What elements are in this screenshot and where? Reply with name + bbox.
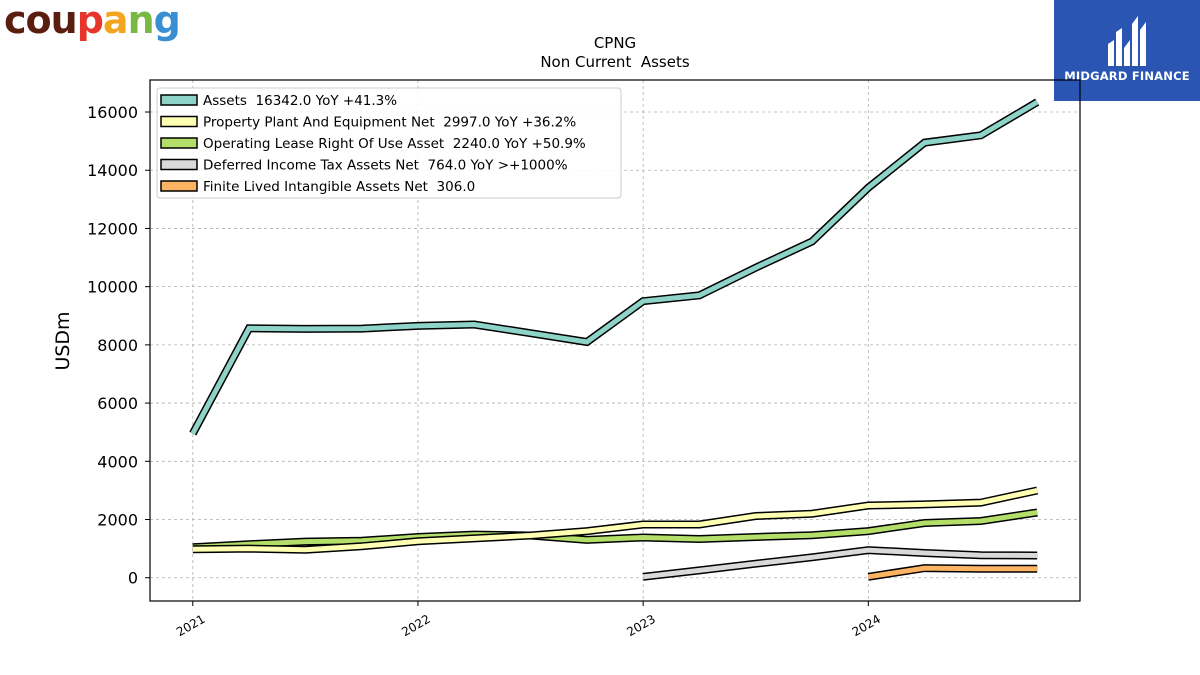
coupang-logo: coupang	[4, 0, 181, 42]
legend-swatch	[160, 137, 198, 149]
x-tick-label: 2022	[399, 612, 432, 639]
legend-swatch	[160, 158, 198, 171]
y-tick-label: 14000	[87, 161, 138, 180]
series-line	[192, 486, 1039, 554]
y-axis-label: USDm	[52, 311, 74, 370]
series-line	[867, 564, 1038, 581]
legend-label: Operating Lease Right Of Use Asset 2240.…	[203, 136, 586, 152]
midgard-finance-badge: MIDGARD FINANCE	[1054, 0, 1200, 101]
y-tick-label: 0	[128, 569, 138, 588]
y-tick-label: 16000	[87, 103, 138, 122]
midgard-logo-icon	[1108, 16, 1146, 66]
x-tick-label: 2023	[624, 612, 657, 639]
series-stroke	[192, 510, 1038, 550]
legend-swatch	[160, 115, 198, 128]
legend-box	[156, 87, 622, 199]
logo-letter: u	[50, 0, 78, 42]
logo-letter: a	[102, 0, 129, 42]
legend-label: Property Plant And Equipment Net 2997.0 …	[203, 115, 576, 131]
legend-label: Finite Lived Intangible Assets Net 306.0	[203, 179, 475, 195]
series-line	[192, 508, 1038, 552]
legend-swatch	[160, 94, 198, 106]
y-tick-label: 6000	[97, 394, 138, 413]
chart-title: CPNG	[594, 34, 636, 52]
series-layer	[189, 98, 1040, 581]
legend-label: Deferred Income Tax Assets Net 764.0 YoY…	[203, 158, 568, 174]
series-line	[189, 98, 1040, 436]
series-stroke	[190, 99, 1039, 435]
y-tick-label: 8000	[97, 336, 138, 355]
logo-letter: o	[25, 0, 52, 42]
series-stroke	[192, 488, 1038, 553]
x-tick-label: 2021	[174, 612, 207, 639]
y-tick-label: 12000	[87, 219, 138, 238]
logo-letter: g	[153, 0, 181, 42]
series-stroke	[867, 565, 1038, 580]
series-stroke	[642, 547, 1038, 580]
x-tick-label: 2024	[850, 612, 883, 639]
series-line	[642, 546, 1038, 581]
legend-label: Assets 16342.0 YoY +41.3%	[203, 93, 397, 109]
y-tick-label: 10000	[87, 278, 138, 297]
chart-subtitle: Non Current Assets	[540, 53, 690, 71]
logo-letter: c	[4, 0, 27, 42]
logo-letter: n	[127, 0, 155, 42]
legend-swatch	[160, 180, 198, 192]
legend: Assets 16342.0 YoY +41.3% Property Plant …	[156, 87, 622, 199]
badge-label: MIDGARD FINANCE	[1064, 69, 1190, 83]
y-tick-label: 2000	[97, 511, 138, 530]
logo-letter: p	[76, 0, 104, 42]
plot-frame	[149, 79, 1081, 602]
y-tick-label: 4000	[97, 452, 138, 471]
